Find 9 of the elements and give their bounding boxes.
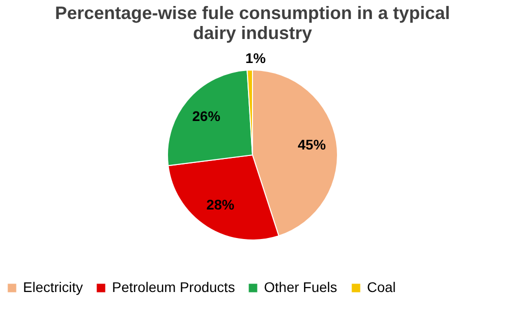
data-label: 45% [298, 136, 326, 153]
data-label: 1% [245, 50, 266, 66]
legend-label: Petroleum Products [112, 279, 235, 295]
data-label: 26% [192, 108, 221, 124]
legend-label: Coal [367, 279, 396, 295]
chart-title: Percentage-wise fule consumption in a typical dairy industry [54, 3, 450, 43]
data-label: 28% [206, 196, 235, 213]
legend-label: Electricity [23, 279, 83, 295]
legend-label: Other Fuels [264, 279, 338, 295]
